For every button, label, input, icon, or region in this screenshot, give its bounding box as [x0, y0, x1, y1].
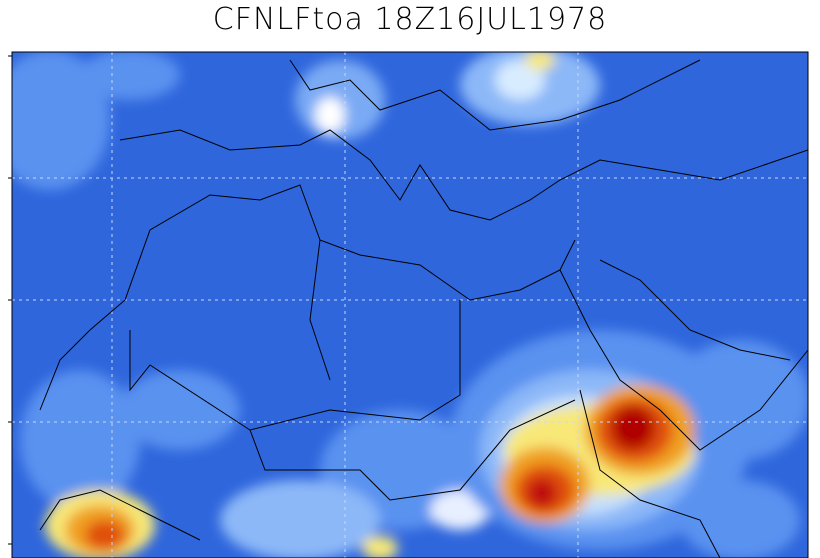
field: [12, 52, 808, 558]
coastlines: [39, 59, 808, 558]
axis-ticks: [8, 55, 12, 545]
frame: [11, 51, 809, 558]
map-title: CFNLFtoa 18Z16JUL1978: [212, 2, 608, 37]
